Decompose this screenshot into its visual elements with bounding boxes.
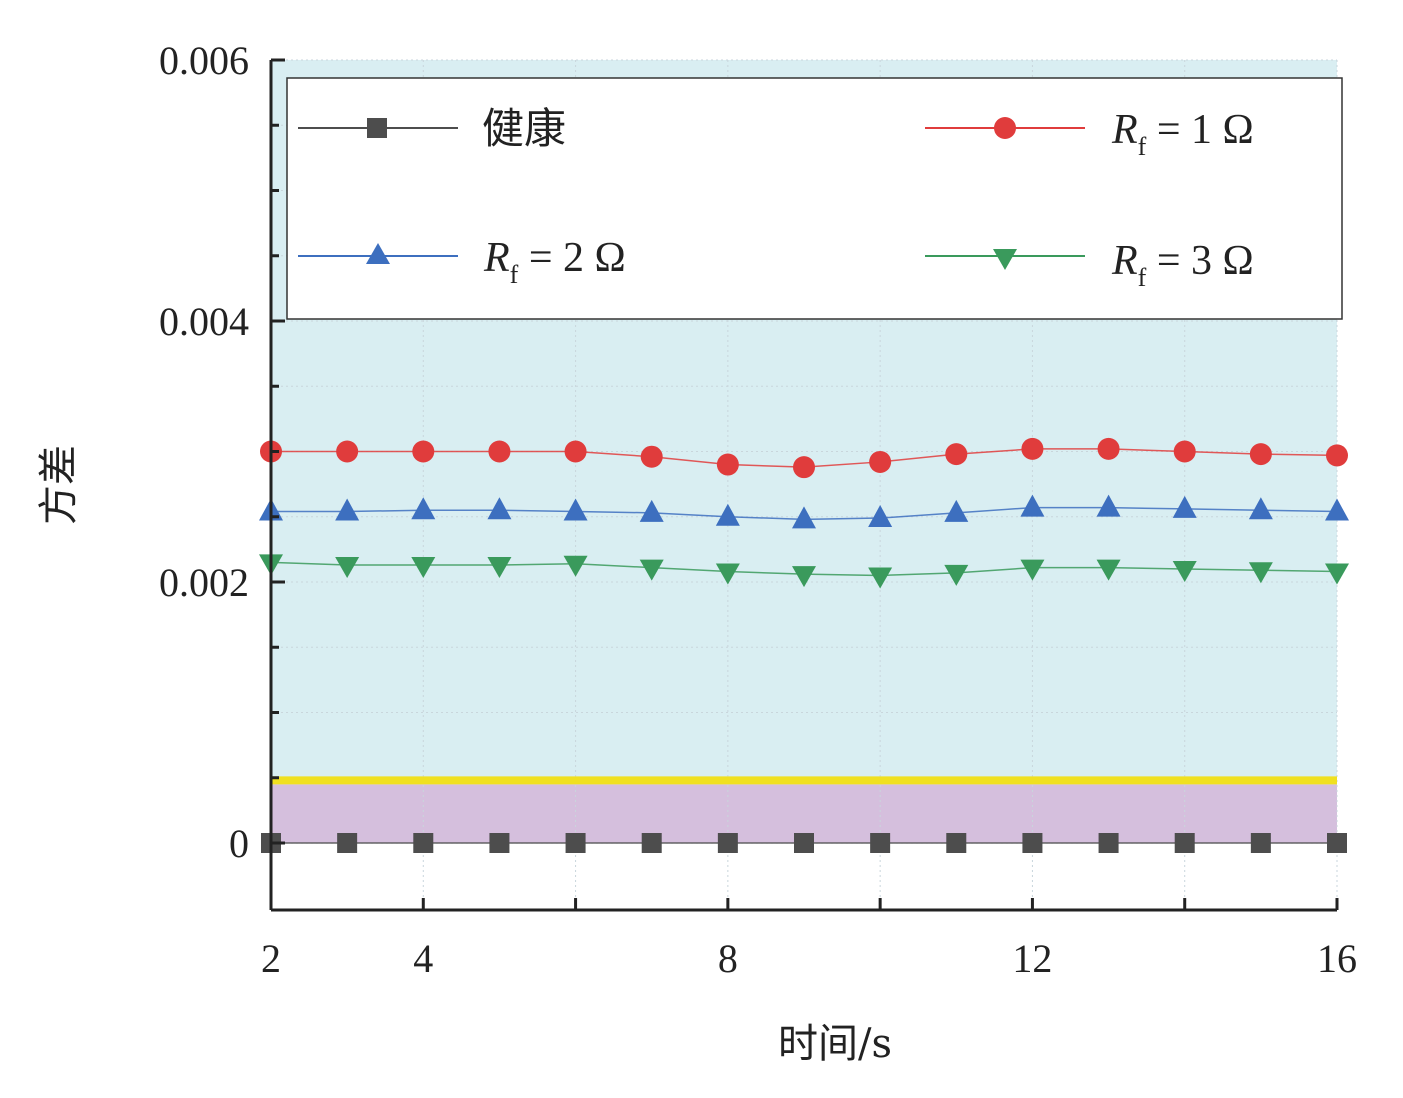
series-3-point-4	[563, 555, 588, 577]
series-3-point-13	[1248, 562, 1273, 584]
series-0-point-11	[1098, 833, 1119, 853]
series-3-point-2	[411, 557, 436, 579]
legend-label-healthy: 健康	[482, 104, 566, 153]
legend-marker-rf2	[366, 243, 390, 264]
series-1-point-1	[336, 440, 359, 463]
series-1-point-9	[945, 443, 968, 466]
series-3-point-14	[1325, 563, 1349, 585]
x-tick-label-16: 16	[1317, 936, 1357, 981]
legend-box	[286, 77, 1343, 320]
series-2-point-1	[335, 498, 360, 521]
y-tick-label-0: 0	[229, 821, 249, 866]
y-tick-label-2: 0.004	[159, 299, 249, 344]
series-3-point-3	[487, 557, 512, 579]
series-2-point-13	[1248, 497, 1273, 520]
series-1-point-6	[716, 453, 739, 476]
series-2-point-8	[868, 505, 893, 528]
legend-entry-rf2: Rf = 2 Ω	[298, 235, 626, 289]
series-1-point-13	[1249, 443, 1272, 466]
y-tick-label-1: 0.002	[159, 560, 249, 605]
series-0-point-14	[1327, 833, 1347, 853]
legend-marker-rf1	[994, 117, 1016, 139]
series-0-point-5	[641, 833, 662, 853]
series-2-point-10	[1020, 494, 1045, 517]
series-1-point-14	[1326, 444, 1348, 467]
series-3-point-5	[639, 559, 664, 581]
x-tick-label-4: 4	[413, 936, 433, 981]
series-0-point-12	[1174, 833, 1195, 853]
series-0-point-1	[337, 833, 358, 853]
series-0-point-10	[1022, 833, 1043, 853]
series-3-point-11	[1096, 559, 1121, 581]
series-1-point-11	[1097, 437, 1120, 460]
series-0-point-3	[489, 833, 510, 853]
series-1-point-2	[412, 440, 435, 463]
y-tick-label-3: 0.006	[159, 38, 249, 83]
series-0-point-6	[717, 833, 738, 853]
series-1-point-12	[1173, 440, 1196, 463]
x-axis-title: 时间/s	[778, 1021, 892, 1067]
x-tick-label-8: 8	[718, 936, 738, 981]
series-0-point-13	[1250, 833, 1271, 853]
series-2-point-4	[563, 498, 588, 521]
x-axis-ticks: 2 4 8 12 16	[261, 898, 1357, 981]
series-2-point-3	[487, 497, 512, 520]
series-3-point-7	[792, 566, 816, 588]
legend-entry-rf1: Rf = 1 Ω	[925, 107, 1254, 161]
legend-label-rf2: Rf = 2 Ω	[483, 235, 626, 289]
series-1-point-5	[640, 445, 663, 468]
legend-marker-healthy	[367, 118, 387, 138]
series-2-point-11	[1096, 494, 1121, 517]
series-2-point-14	[1325, 498, 1349, 521]
legend-label-rf1: Rf = 1 Ω	[1111, 107, 1254, 161]
series-3-point-9	[944, 564, 969, 586]
series-1-point-4	[564, 440, 587, 463]
legend-entry-healthy: 健康	[298, 104, 566, 153]
series-2-point-9	[944, 499, 969, 522]
series-0-point-2	[413, 833, 434, 853]
series-2-point-6	[715, 503, 740, 526]
y-axis-ticks: 0 0.002 0.004 0.006	[159, 38, 285, 866]
series-2-point-5	[639, 499, 664, 522]
series-2-point-2	[411, 497, 436, 520]
x-tick-label-12: 12	[1012, 936, 1052, 981]
series-1-point-10	[1021, 437, 1044, 460]
series-3-point-12	[1172, 560, 1197, 582]
legend-marker-rf3	[993, 249, 1017, 270]
series-3-point-8	[868, 567, 893, 589]
series-3-point-6	[715, 563, 740, 585]
x-tick-label-2: 2	[261, 936, 281, 981]
y-axis-title: 方差	[36, 445, 82, 525]
legend-label-rf3: Rf = 3 Ω	[1111, 238, 1254, 292]
series-1-point-3	[488, 440, 511, 463]
series-3-point-10	[1020, 559, 1045, 581]
series-2-point-12	[1172, 495, 1197, 518]
series-0-point-4	[565, 833, 586, 853]
series-1-point-8	[869, 450, 892, 473]
axes	[269, 60, 1337, 912]
series-layer	[259, 437, 1349, 853]
series-3-point-1	[335, 557, 360, 579]
series-0-point-8	[870, 833, 891, 853]
legend-entry-rf3: Rf = 3 Ω	[925, 238, 1254, 292]
series-1-point-7	[793, 456, 815, 479]
legend: 健康 Rf = 1 Ω Rf = 2 Ω Rf = 3 Ω	[286, 77, 1343, 320]
series-0-point-7	[794, 833, 814, 853]
series-0-point-9	[946, 833, 967, 853]
series-2-point-7	[792, 506, 816, 529]
